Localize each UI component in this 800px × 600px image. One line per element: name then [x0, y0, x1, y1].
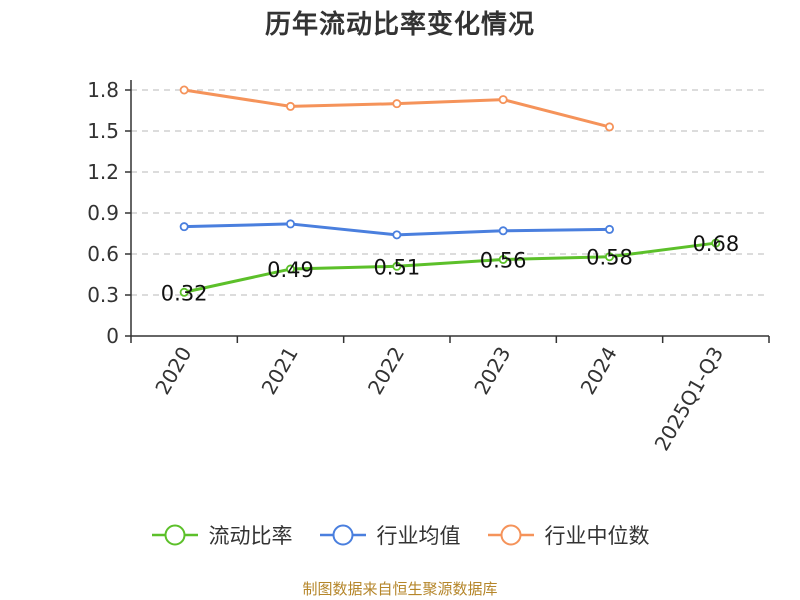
x-tick-label: 2022: [363, 343, 409, 399]
legend: 流动比率 行业均值 行业中位数: [0, 520, 800, 550]
legend-label: 行业均值: [376, 524, 461, 548]
x-tick-label: 2020: [150, 343, 196, 399]
y-tick-label: 0.9: [87, 201, 119, 225]
data-label: 0.49: [267, 258, 314, 282]
legend-item[interactable]: 行业中位数: [487, 520, 650, 550]
y-tick-label: 1.8: [87, 78, 119, 102]
series-point: [498, 226, 508, 236]
y-tick-label: 0.6: [87, 242, 119, 266]
series-point: [179, 85, 189, 95]
series-lines: [179, 85, 721, 297]
y-tick-label: 1.5: [87, 119, 119, 143]
series-point: [711, 238, 721, 248]
data-label: 0.56: [480, 248, 527, 272]
legend-circle: [500, 524, 521, 546]
y-tick-label: 0.3: [87, 283, 119, 307]
chart-title: 历年流动比率变化情况: [264, 10, 535, 40]
x-tick-label: 2023: [469, 342, 515, 398]
series-point: [498, 254, 508, 264]
series-point: [392, 261, 402, 271]
series-point: [605, 224, 615, 234]
series-line: [183, 241, 717, 294]
series-point: [285, 219, 295, 229]
data-labels: 0.32 0.49 0.51 0.56 0.58 0.68: [161, 232, 739, 305]
legend-line-marker-icon: [151, 524, 198, 546]
series-point: [605, 122, 615, 132]
series-point: [392, 99, 402, 109]
gridlines: [131, 89, 769, 296]
legend-line-marker-icon: [319, 524, 366, 546]
legend-item[interactable]: 流动比率: [151, 520, 293, 550]
y-tick-label: 0: [106, 324, 119, 348]
legend-label: 行业中位数: [544, 524, 650, 548]
axes: 0 0.3 0.6 0.9 1.2 1.5 1.8 2020 2021 2022 2023 2024 2…: [87, 78, 770, 455]
legend-circle: [332, 524, 353, 546]
x-tick-label: 2025Q1-Q3: [649, 343, 728, 455]
x-tick-label: 2021: [257, 343, 303, 399]
legend-circle: [164, 524, 185, 546]
series-line: [183, 88, 610, 129]
series-point: [285, 264, 295, 274]
source-note: 制图数据来自恒生聚源数据库: [302, 580, 498, 598]
legend-label: 流动比率: [208, 524, 293, 548]
x-tick-label: 2024: [576, 343, 622, 399]
data-label: 0.68: [692, 232, 739, 256]
data-label: 0.32: [161, 281, 208, 305]
y-tick-label: 1.2: [87, 160, 119, 184]
series-point: [392, 230, 402, 240]
data-label: 0.58: [586, 246, 633, 270]
series-point: [605, 252, 615, 262]
legend-line-marker-icon: [487, 524, 534, 546]
series-point: [179, 222, 189, 232]
series-point: [179, 287, 189, 297]
series-point: [498, 95, 508, 105]
series-point: [285, 101, 295, 111]
data-label: 0.51: [373, 255, 420, 279]
legend-item[interactable]: 行业均值: [319, 520, 461, 550]
